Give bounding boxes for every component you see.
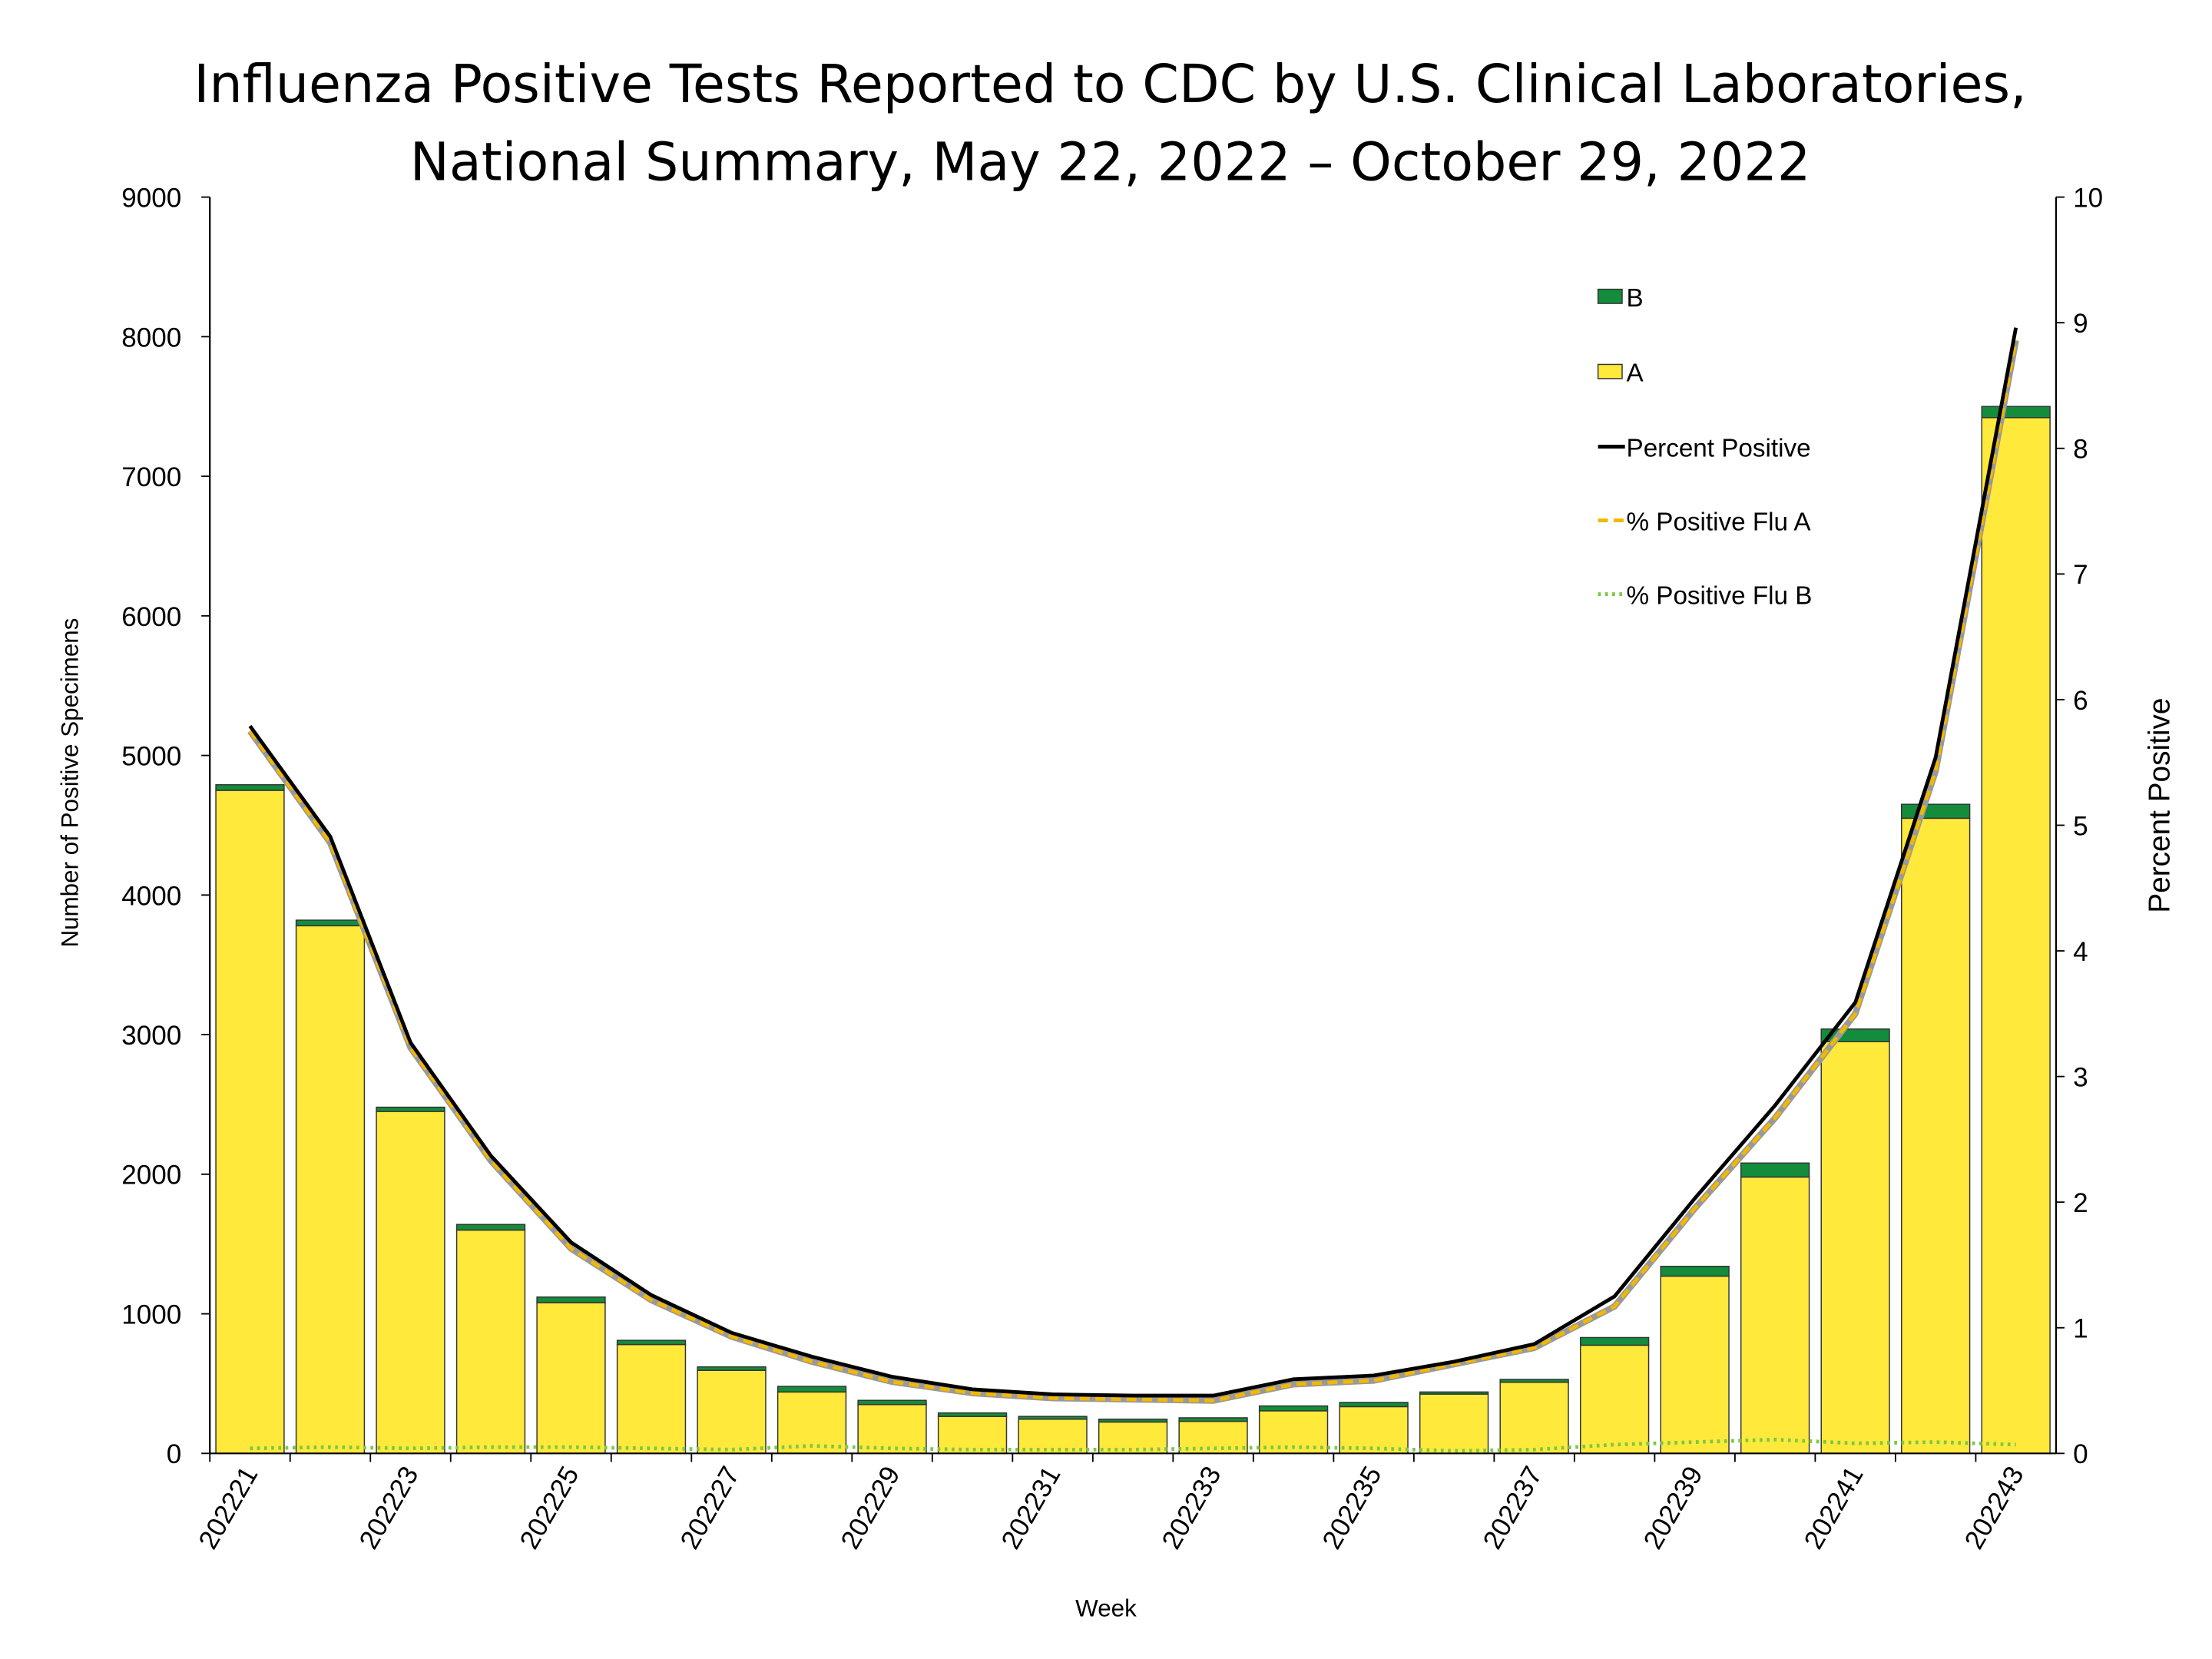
x-tick-label: 202239	[1637, 1462, 1708, 1555]
bar-b-202233	[1178, 1417, 1248, 1422]
x-tick-label: 202241	[1798, 1462, 1869, 1555]
bar-b-202230	[937, 1412, 1008, 1417]
bar-b-202221	[215, 784, 285, 791]
x-tick-label: 202229	[835, 1462, 906, 1555]
bar-a-202237	[1499, 1381, 1569, 1455]
bar-a-202225	[536, 1302, 606, 1455]
y-tick-label: 3000	[121, 1021, 181, 1051]
y2-axis-label: Percent Positive	[2144, 698, 2177, 913]
y-tick-label: 6000	[121, 602, 181, 632]
bar-a-202221	[215, 790, 285, 1455]
bar-b-202231	[1018, 1416, 1088, 1420]
y-tick-label: 1000	[121, 1300, 181, 1330]
y2-tick-label: 9	[2073, 309, 2088, 339]
lines-layer	[247, 327, 2019, 1453]
x-tick-label: 202223	[353, 1462, 424, 1555]
chart-title-line-2: National Summary, May 22, 2022 – October…	[410, 132, 1811, 193]
y-tick-label: 7000	[121, 462, 181, 492]
bar-b-202236	[1419, 1391, 1489, 1395]
bar-b-202239	[1660, 1266, 1730, 1277]
chart-title-line-1: Influenza Positive Tests Reported to CDC…	[194, 55, 2027, 115]
y2-tick-label: 8	[2073, 435, 2088, 465]
x-tick-label: 202227	[674, 1462, 745, 1555]
line--positive-flu-a	[248, 339, 2018, 1403]
bar-a-202229	[857, 1403, 927, 1455]
y2-tick-label: 7	[2073, 560, 2088, 590]
y-tick-label: 5000	[121, 742, 181, 772]
bar-a-202243	[1981, 417, 2051, 1455]
y-tick-label: 4000	[121, 881, 181, 911]
legend-label: % Positive Flu A	[1627, 508, 1812, 536]
y-axis-label: Number of Positive Specimens	[57, 618, 84, 948]
bar-a-202227	[697, 1369, 767, 1455]
bar-b-202223	[376, 1106, 445, 1112]
y-tick-label: 0	[167, 1439, 182, 1469]
x-axis-label: Week	[1075, 1595, 1137, 1622]
legend-label: Percent Positive	[1627, 434, 1811, 462]
bar-b-202226	[616, 1339, 687, 1346]
y2-tick-label: 5	[2073, 811, 2088, 841]
bar-a-202226	[616, 1343, 687, 1455]
y2-tick-label: 1	[2073, 1314, 2088, 1344]
bar-b-202237	[1499, 1379, 1569, 1383]
bar-a-202240	[1740, 1176, 1810, 1455]
bar-b-202242	[1901, 803, 1971, 820]
legend-swatch-b	[1597, 288, 1623, 304]
bar-a-202228	[777, 1391, 847, 1455]
bar-a-202242	[1901, 817, 1971, 1455]
bar-b-202243	[1981, 406, 2051, 419]
x-tick-label: 202225	[514, 1462, 584, 1555]
y-tick-label: 2000	[121, 1161, 181, 1190]
legend-label: % Positive Flu B	[1627, 581, 1813, 610]
y-tick-label: 9000	[121, 184, 181, 214]
legend-label: B	[1627, 284, 1644, 313]
bar-a-202238	[1579, 1344, 1650, 1455]
legend-label: A	[1627, 359, 1644, 388]
bar-a-202236	[1419, 1393, 1489, 1455]
bar-b-202225	[536, 1296, 606, 1303]
y2-tick-label: 6	[2073, 686, 2088, 716]
x-tick-label: 202233	[1156, 1462, 1227, 1555]
x-tick-label: 202221	[193, 1462, 263, 1555]
bar-b-202229	[857, 1399, 927, 1406]
line-percent-positive	[248, 327, 2018, 1398]
bar-b-202228	[777, 1386, 847, 1393]
bar-b-202232	[1098, 1419, 1168, 1423]
bar-a-202239	[1660, 1275, 1730, 1455]
y2-tick-label: 3	[2073, 1063, 2088, 1093]
y2-tick-label: 0	[2073, 1439, 2088, 1469]
y2-tick-label: 10	[2073, 184, 2103, 214]
bar-a-202222	[295, 925, 366, 1455]
bar-a-202231	[1018, 1419, 1088, 1455]
x-tick-label: 202235	[1316, 1462, 1387, 1555]
bar-b-202235	[1339, 1402, 1409, 1408]
bar-a-202241	[1820, 1041, 1890, 1455]
bar-b-202238	[1579, 1336, 1650, 1346]
bar-b-202227	[697, 1366, 767, 1371]
bar-a-202223	[376, 1111, 445, 1455]
legend-swatch-a	[1597, 363, 1623, 379]
bars-layer	[215, 406, 2051, 1455]
bar-a-202224	[455, 1229, 526, 1455]
legend: B A Percent Positive % Positive Flu A % Posi…	[1597, 284, 1813, 610]
y2-tick-label: 2	[2073, 1188, 2088, 1218]
y2-tick-label: 4	[2073, 937, 2088, 967]
bar-a-202235	[1339, 1406, 1409, 1455]
bar-b-202222	[295, 919, 366, 927]
y-tick-label: 8000	[121, 323, 181, 353]
bar-b-202234	[1258, 1405, 1329, 1412]
x-tick-label: 202243	[1959, 1462, 2029, 1555]
x-tick-label: 202237	[1477, 1462, 1548, 1555]
x-tick-label: 202231	[995, 1462, 1066, 1555]
bar-b-202240	[1740, 1162, 1810, 1178]
bar-b-202224	[455, 1224, 526, 1231]
